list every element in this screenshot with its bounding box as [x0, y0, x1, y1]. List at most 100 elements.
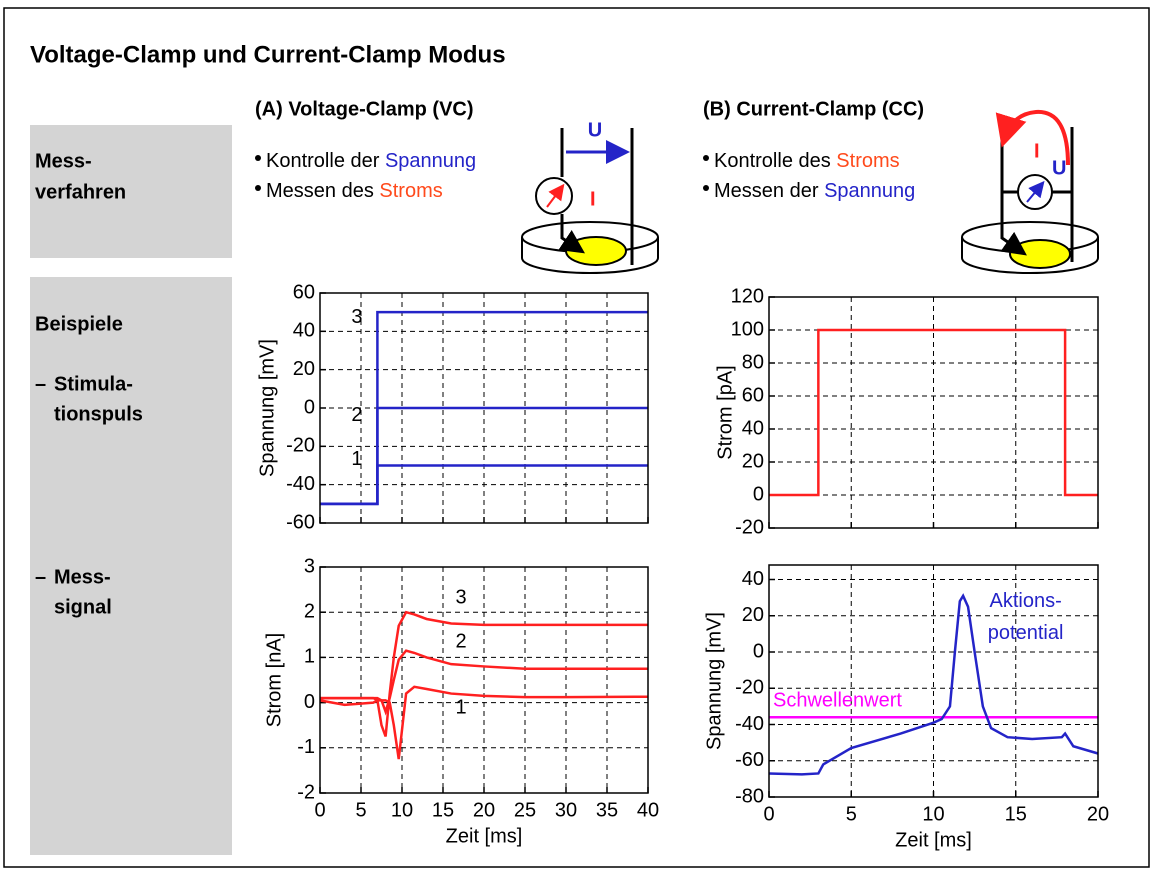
y-axis-label: Spannung [mV]: [256, 339, 278, 477]
y-tick-label: -40: [735, 713, 764, 735]
y-tick-label: -20: [735, 677, 764, 699]
cc-diagram: [961, 109, 1099, 274]
annotation: Aktions-: [989, 590, 1061, 612]
plot-frame: [319, 566, 649, 794]
row-dash: –: [35, 373, 46, 395]
row-label: Mess-: [35, 150, 92, 172]
annotation: 1: [351, 448, 362, 470]
bullet-dot: [255, 185, 261, 191]
data-line: [320, 649, 648, 716]
y-tick-label: 0: [304, 396, 315, 418]
y-tick-label: 120: [731, 285, 764, 307]
title: Voltage-Clamp und Current-Clamp Modus: [30, 41, 506, 68]
bullet-dot: [703, 155, 709, 161]
bullet: Messen der Spannung: [714, 180, 915, 202]
y-tick-label: 0: [753, 483, 764, 505]
x-tick-label: 0: [314, 799, 325, 821]
y-tick-label: -20: [735, 516, 764, 538]
y-tick-label: 1: [304, 646, 315, 668]
y-tick-label: 0: [753, 640, 764, 662]
x-tick-label: 5: [846, 803, 857, 825]
x-tick-label: 30: [555, 799, 577, 821]
y-tick-label: 20: [742, 604, 764, 626]
y-tick-label: 60: [742, 384, 764, 406]
plot-frame: [319, 292, 649, 524]
y-tick-label: -60: [735, 749, 764, 771]
bullet-dot: [255, 155, 261, 161]
annotation: potential: [988, 622, 1064, 644]
x-axis-label: Zeit [ms]: [446, 825, 523, 847]
y-tick-label: -80: [735, 785, 764, 807]
y-tick-label: 20: [293, 358, 315, 380]
annotation: 3: [351, 306, 362, 328]
vc-diagram: [521, 128, 659, 274]
x-tick-label: 25: [514, 799, 536, 821]
row-label: verfahren: [35, 181, 126, 203]
data-line: [768, 593, 1099, 776]
y-tick-label: 100: [731, 318, 764, 340]
bullet-text: Kontrolle des: [714, 150, 836, 172]
y-tick-label: 40: [742, 568, 764, 590]
y-axis-label: Strom [pA]: [714, 365, 736, 459]
plot-frame: [768, 564, 1099, 798]
data-line: [319, 685, 649, 760]
x-tick-label: 0: [763, 803, 774, 825]
y-tick-label: 60: [293, 281, 315, 303]
bullet: Kontrolle des Stroms: [714, 150, 900, 172]
row-label: tionspuls: [54, 403, 143, 425]
row-label: signal: [54, 596, 112, 618]
x-tick-label: 5: [355, 799, 366, 821]
data-line: [320, 610, 648, 737]
x-tick-label: 15: [432, 799, 454, 821]
y-tick-label: -2: [297, 781, 315, 803]
y-tick-label: -1: [297, 736, 315, 758]
y-tick-label: -40: [286, 473, 315, 495]
y-tick-label: -60: [286, 511, 315, 533]
bullet-text: Messen der: [714, 180, 824, 202]
bullet-dot: [703, 185, 709, 191]
panel-heading: (B) Current-Clamp (CC): [703, 98, 924, 120]
data-line: [769, 328, 1098, 497]
diagram-label: U: [588, 119, 602, 141]
y-tick-label: 3: [304, 555, 315, 577]
x-tick-label: 35: [596, 799, 618, 821]
row-box: [30, 277, 232, 855]
panel-heading: (A) Voltage-Clamp (VC): [255, 98, 474, 120]
y-axis-label: Strom [nA]: [263, 633, 285, 727]
x-tick-label: 40: [637, 799, 659, 821]
bullet-text: Stroms: [836, 150, 899, 172]
x-tick-label: 15: [1005, 803, 1027, 825]
bullet-text: Stroms: [379, 180, 442, 202]
y-tick-label: 0: [304, 691, 315, 713]
row-label: Beispiele: [35, 313, 123, 335]
x-tick-label: 10: [391, 799, 413, 821]
y-tick-label: -20: [286, 435, 315, 457]
bullet: Messen des Stroms: [266, 180, 443, 202]
row-dash: –: [35, 566, 46, 588]
data-line: [320, 464, 648, 506]
row-label: Stimula-: [54, 373, 133, 395]
x-tick-label: 10: [922, 803, 944, 825]
y-tick-label: 40: [742, 417, 764, 439]
bullet-text: Spannung: [385, 150, 476, 172]
y-tick-label: 20: [742, 450, 764, 472]
bullet-text: Messen des: [266, 180, 379, 202]
x-tick-label: 20: [1087, 803, 1109, 825]
bullet-text: Spannung: [824, 180, 915, 202]
annotation: 1: [455, 696, 466, 718]
bullet-text: Kontrolle der: [266, 150, 385, 172]
diagram-label: I: [1034, 140, 1040, 162]
x-axis-label: Zeit [ms]: [895, 829, 972, 851]
row-label: Mess-: [54, 566, 111, 588]
y-axis-label: Spannung [mV]: [703, 612, 725, 750]
annotation: 2: [351, 404, 362, 426]
plot-frame: [768, 296, 1099, 529]
y-tick-label: 2: [304, 600, 315, 622]
bullet: Kontrolle der Spannung: [266, 150, 476, 172]
threshold-label: Schwellenwert: [773, 690, 902, 712]
diagram-label: I: [590, 188, 596, 210]
y-tick-label: 80: [742, 351, 764, 373]
row-box: [30, 125, 232, 258]
annotation: 2: [455, 630, 466, 652]
